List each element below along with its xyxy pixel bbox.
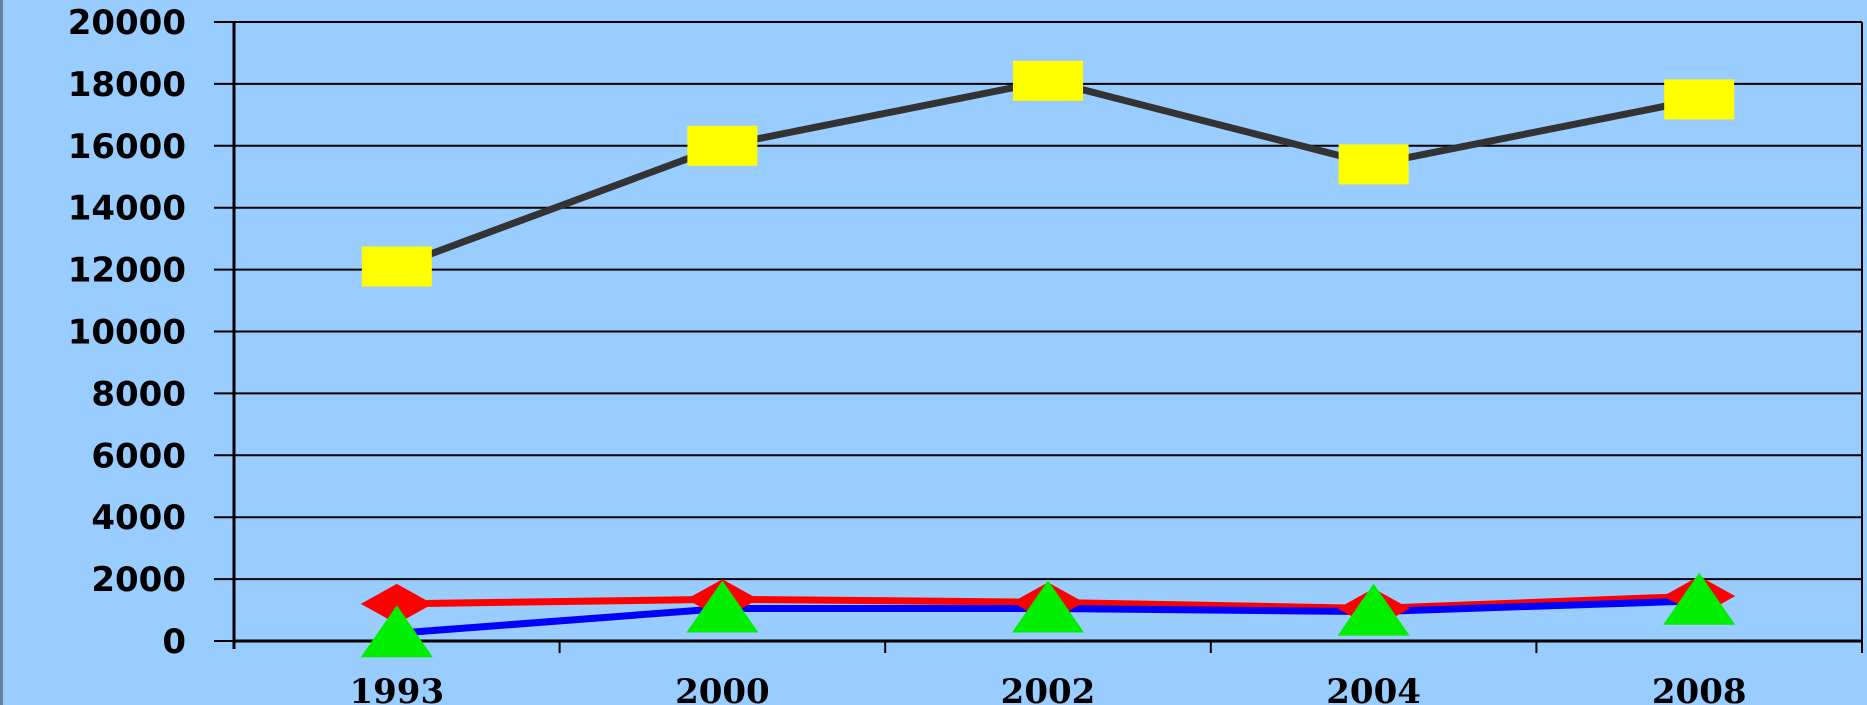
y-tick-label: 14000 — [68, 189, 186, 229]
window-left-edge — [0, 0, 3, 705]
y-tick-label: 4000 — [91, 498, 186, 538]
y-tick-label: 2000 — [91, 560, 186, 600]
x-tick-label: 2002 — [1001, 672, 1096, 705]
x-tick-label: 2008 — [1652, 672, 1747, 705]
y-tick-label: 8000 — [91, 374, 186, 414]
series-2-point — [360, 583, 433, 624]
series-1-point — [687, 125, 758, 166]
y-tick-label: 10000 — [68, 313, 186, 353]
y-tick-label: 16000 — [68, 127, 186, 167]
series-3-point — [686, 580, 759, 633]
y-tick-label: 20000 — [68, 3, 186, 43]
series-1-point — [1664, 79, 1735, 120]
series-1-line — [395, 77, 1700, 270]
series-3-point — [1663, 572, 1736, 625]
series-3-point — [1012, 580, 1084, 633]
y-tick-label: 0 — [162, 622, 186, 662]
series-3-point — [360, 605, 433, 658]
series-1-point — [1338, 144, 1409, 185]
series-1-point — [361, 246, 432, 287]
x-tick-label: 2000 — [675, 672, 770, 705]
series-1-point — [1013, 60, 1083, 101]
x-tick-label: 1993 — [349, 672, 444, 705]
series-3-point — [1337, 583, 1410, 636]
y-tick-label: 12000 — [68, 251, 186, 291]
y-tick-label: 18000 — [68, 65, 186, 105]
x-tick-label: 2004 — [1326, 672, 1421, 705]
y-tick-label: 6000 — [91, 436, 186, 476]
